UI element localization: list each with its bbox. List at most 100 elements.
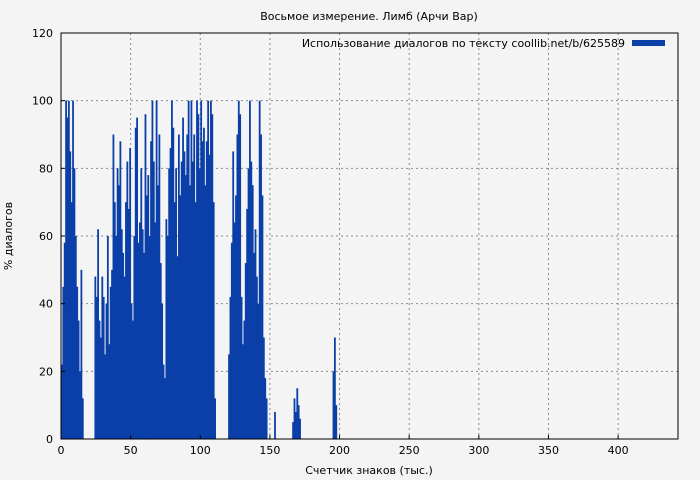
- bar: [134, 127, 137, 439]
- bar: [77, 320, 80, 439]
- bar: [162, 364, 165, 439]
- bar: [297, 405, 300, 439]
- bar: [254, 229, 257, 439]
- legend-label: Использование диалогов по тексту coollib…: [302, 37, 625, 50]
- bar: [180, 161, 183, 440]
- bar: [76, 286, 79, 439]
- y-tick-label: 60: [39, 230, 53, 243]
- bar: [232, 151, 235, 439]
- bar: [122, 252, 125, 439]
- bar: [137, 242, 140, 439]
- bar: [94, 276, 97, 439]
- bar: [115, 236, 118, 439]
- bar: [299, 418, 301, 439]
- bar: [260, 134, 262, 439]
- bar: [247, 168, 250, 440]
- bar: [255, 276, 258, 439]
- bar: [198, 168, 201, 440]
- bar: [113, 202, 116, 439]
- bar: [265, 398, 268, 439]
- bar: [152, 161, 155, 440]
- x-tick-label: 250: [399, 444, 420, 457]
- bar: [143, 252, 145, 439]
- bar: [148, 236, 151, 439]
- y-ticks: 0 20 40 60 80 100 120: [32, 27, 65, 446]
- bar: [132, 320, 134, 439]
- bar: [239, 114, 242, 439]
- bar: [155, 100, 158, 440]
- bar: [171, 100, 173, 440]
- bar: [237, 100, 240, 440]
- bar: [119, 141, 122, 439]
- bar: [253, 252, 255, 439]
- bar: [262, 337, 265, 439]
- bar: [165, 219, 168, 439]
- bar: [102, 296, 105, 439]
- bar: [108, 344, 111, 439]
- x-axis-label: Счетчик знаков (тыс.): [305, 464, 433, 477]
- bar: [70, 202, 73, 439]
- bar: [196, 100, 198, 440]
- bar: [101, 276, 104, 439]
- bar: [130, 303, 133, 439]
- bar: [157, 185, 159, 439]
- bar: [212, 202, 215, 439]
- bar: [294, 411, 297, 439]
- bar: [251, 185, 254, 439]
- bar: [150, 141, 152, 439]
- bar: [105, 303, 108, 439]
- bars: [61, 100, 338, 440]
- bar: [257, 303, 260, 439]
- bar: [80, 269, 83, 439]
- bar: [229, 296, 232, 439]
- bar: [203, 127, 205, 439]
- bar: [264, 378, 267, 439]
- bar: [62, 286, 65, 439]
- bar: [61, 364, 63, 439]
- bar: [67, 100, 70, 440]
- bar: [197, 114, 200, 439]
- chart-title: Восьмое измерение. Лимб (Арчи Вар): [260, 10, 478, 23]
- legend-swatch: [632, 40, 665, 46]
- bar: [191, 161, 194, 440]
- bar: [236, 134, 239, 439]
- y-tick-label: 20: [39, 365, 53, 378]
- bar: [208, 154, 211, 440]
- bar: [261, 195, 264, 439]
- bar: [136, 117, 139, 439]
- bar: [296, 388, 299, 439]
- x-tick-label: 0: [58, 444, 65, 457]
- bar: [190, 100, 193, 440]
- bar: [169, 148, 172, 440]
- bar: [235, 195, 237, 439]
- bar: [129, 148, 132, 440]
- bar: [183, 151, 186, 439]
- bar: [200, 100, 203, 440]
- bar: [184, 175, 187, 439]
- bar: [66, 117, 69, 439]
- bar: [173, 202, 176, 439]
- bar: [97, 229, 100, 439]
- bar: [112, 134, 115, 439]
- bar: [293, 398, 296, 439]
- bar: [151, 100, 154, 440]
- bar: [210, 100, 212, 440]
- bar: [140, 168, 143, 440]
- bar: [73, 168, 76, 440]
- bar: [123, 276, 126, 439]
- bar: [81, 398, 84, 439]
- bar: [79, 371, 81, 439]
- bar: [99, 337, 102, 439]
- x-tick-label: 100: [190, 444, 211, 457]
- bar: [194, 202, 197, 439]
- bar: [106, 236, 109, 439]
- x-tick-label: 50: [124, 444, 138, 457]
- x-tick-label: 400: [608, 444, 629, 457]
- bar: [176, 256, 179, 439]
- bar: [144, 114, 147, 439]
- bar: [168, 168, 171, 440]
- bar: [193, 134, 196, 439]
- bar: [230, 242, 233, 439]
- bar: [258, 100, 261, 440]
